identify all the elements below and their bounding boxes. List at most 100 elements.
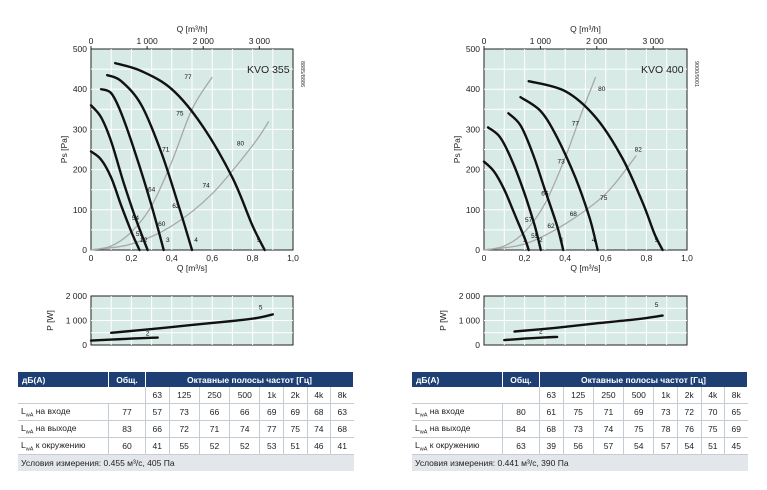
system-curve xyxy=(483,155,637,251)
table-row: LwA на выходе 83 66 72 71 74 77 75 74 68 xyxy=(18,420,354,438)
band-value: 57 xyxy=(145,403,170,421)
band-value: 75 xyxy=(282,420,308,438)
band-value: 69 xyxy=(282,403,308,421)
x2-tick-label: 2 000 xyxy=(586,36,608,46)
table-row: LwA к окружению 63 39 56 57 54 57 54 51 … xyxy=(412,437,748,455)
total-value: 60 xyxy=(108,437,146,455)
fan-curve-1 xyxy=(482,160,530,252)
table-row: LwA на входе 80 61 75 71 69 73 72 70 65 xyxy=(412,403,748,421)
power-y-axis-label: P [W] xyxy=(45,310,55,331)
band-value: 69 xyxy=(623,403,654,421)
side-code: 9000/9001 xyxy=(693,61,699,87)
band-value: 39 xyxy=(539,437,564,455)
band-value: 68 xyxy=(306,403,331,421)
fan-curve-2 xyxy=(486,126,542,252)
band-label: 4k xyxy=(306,387,331,404)
band-value: 61 xyxy=(539,403,564,421)
band-label: 125 xyxy=(562,387,594,404)
band-label: 2k xyxy=(282,387,308,404)
total-value: 84 xyxy=(502,420,540,438)
power-y-tick-label: 0 xyxy=(475,340,480,350)
band-value: 71 xyxy=(592,403,624,421)
conditions-row: Условия измерения: 0.441 м³/с, 390 Па xyxy=(412,454,748,471)
system-curve xyxy=(90,121,270,251)
x-axis-label: Q [m³/s] xyxy=(570,263,600,273)
band-value: 57 xyxy=(653,437,678,455)
x-axis-label: Q [m³/s] xyxy=(177,263,207,273)
x2-tick-label: 1 000 xyxy=(530,36,552,46)
chart-title: KVO 400 xyxy=(641,64,684,76)
band-value: 51 xyxy=(700,437,725,455)
curve-label: 62 xyxy=(172,203,180,210)
band-value: 78 xyxy=(653,420,678,438)
power-curve-5 xyxy=(513,314,664,333)
band-label: 500 xyxy=(229,387,260,404)
power-y-tick-label: 2 000 xyxy=(66,291,88,301)
band-value: 69 xyxy=(259,403,284,421)
band-label: 1k xyxy=(653,387,678,404)
curve-label: 57 xyxy=(525,217,533,224)
curve-label: 66 xyxy=(541,191,549,198)
x-tick-label: 0,6 xyxy=(206,253,218,263)
measurement-conditions: Условия измерения: 0.441 м³/с, 390 Па xyxy=(412,454,748,471)
band-value: 73 xyxy=(653,403,678,421)
x-tick-label: 0 xyxy=(482,253,487,263)
power-y-tick-label: 1 000 xyxy=(66,316,88,326)
y-tick-label: 0 xyxy=(475,245,480,255)
band-value: 74 xyxy=(306,420,331,438)
band-value: 68 xyxy=(330,420,354,438)
curve-label: 60 xyxy=(158,221,166,228)
x2-tick-label: 3 000 xyxy=(643,36,665,46)
y-tick-label: 0 xyxy=(82,245,87,255)
y-tick-label: 400 xyxy=(73,84,87,94)
y-tick-label: 400 xyxy=(466,84,480,94)
band-value: 41 xyxy=(145,437,170,455)
band-value: 56 xyxy=(562,437,594,455)
power-curve-2 xyxy=(89,336,159,342)
band-label: 1k xyxy=(259,387,284,404)
power-y-tick-label: 0 xyxy=(82,340,87,350)
fan-curve-4 xyxy=(106,73,194,252)
power-curve-label: 5 xyxy=(655,302,659,309)
conditions-row: Условия измерения: 0.455 м³/с, 405 Па xyxy=(18,454,354,471)
total-value: 77 xyxy=(108,403,146,421)
band-value: 52 xyxy=(229,437,260,455)
y-tick-label: 300 xyxy=(73,124,87,134)
band-value: 66 xyxy=(229,403,260,421)
band-value: 72 xyxy=(676,403,702,421)
system-curve xyxy=(483,76,597,251)
band-value: 70 xyxy=(700,403,725,421)
x-tick-label: 0 xyxy=(89,253,94,263)
curve-label: 55 xyxy=(531,233,539,240)
fan-curve-1 xyxy=(89,150,141,252)
x-tick-label: 0,2 xyxy=(125,253,137,263)
band-row: 63 125 250 500 1k 2k 4k 8k xyxy=(18,387,354,404)
measurement-conditions: Условия измерения: 0.455 м³/с, 405 Па xyxy=(18,454,354,471)
row-label: LwA на выходе xyxy=(412,420,503,438)
fan-curve-3 xyxy=(507,112,565,252)
band-value: 75 xyxy=(623,420,654,438)
band-label: 250 xyxy=(592,387,624,404)
y-tick-label: 500 xyxy=(73,44,87,54)
power-curve-label: 5 xyxy=(259,304,263,311)
band-value: 69 xyxy=(724,420,748,438)
band-label: 2k xyxy=(676,387,702,404)
curve-label: 75 xyxy=(600,195,608,202)
power-curve-5 xyxy=(110,313,274,334)
x-tick-label: 1,0 xyxy=(287,253,299,263)
power-y-tick-label: 1 000 xyxy=(459,316,481,326)
fan-curve-2 xyxy=(89,104,149,252)
band-value: 57 xyxy=(592,437,624,455)
header-total: Общ. xyxy=(108,372,146,387)
curve-label: 62 xyxy=(547,223,555,230)
x2-tick-label: 0 xyxy=(89,36,94,46)
curve-label: 1 xyxy=(523,237,527,244)
x2-tick-label: 0 xyxy=(482,36,487,46)
curve-label: 3 xyxy=(559,237,563,244)
row-label: LwA на выходе xyxy=(18,420,109,438)
sound-table-kvo-355: дБ(A) Общ. Октавные полосы частот [Гц] 6… xyxy=(18,372,354,471)
row-label: LwA к окружению xyxy=(18,437,109,455)
table-row: LwA на выходе 84 68 73 74 75 78 76 75 69 xyxy=(412,420,748,438)
chart-title: KVO 355 xyxy=(247,64,290,76)
